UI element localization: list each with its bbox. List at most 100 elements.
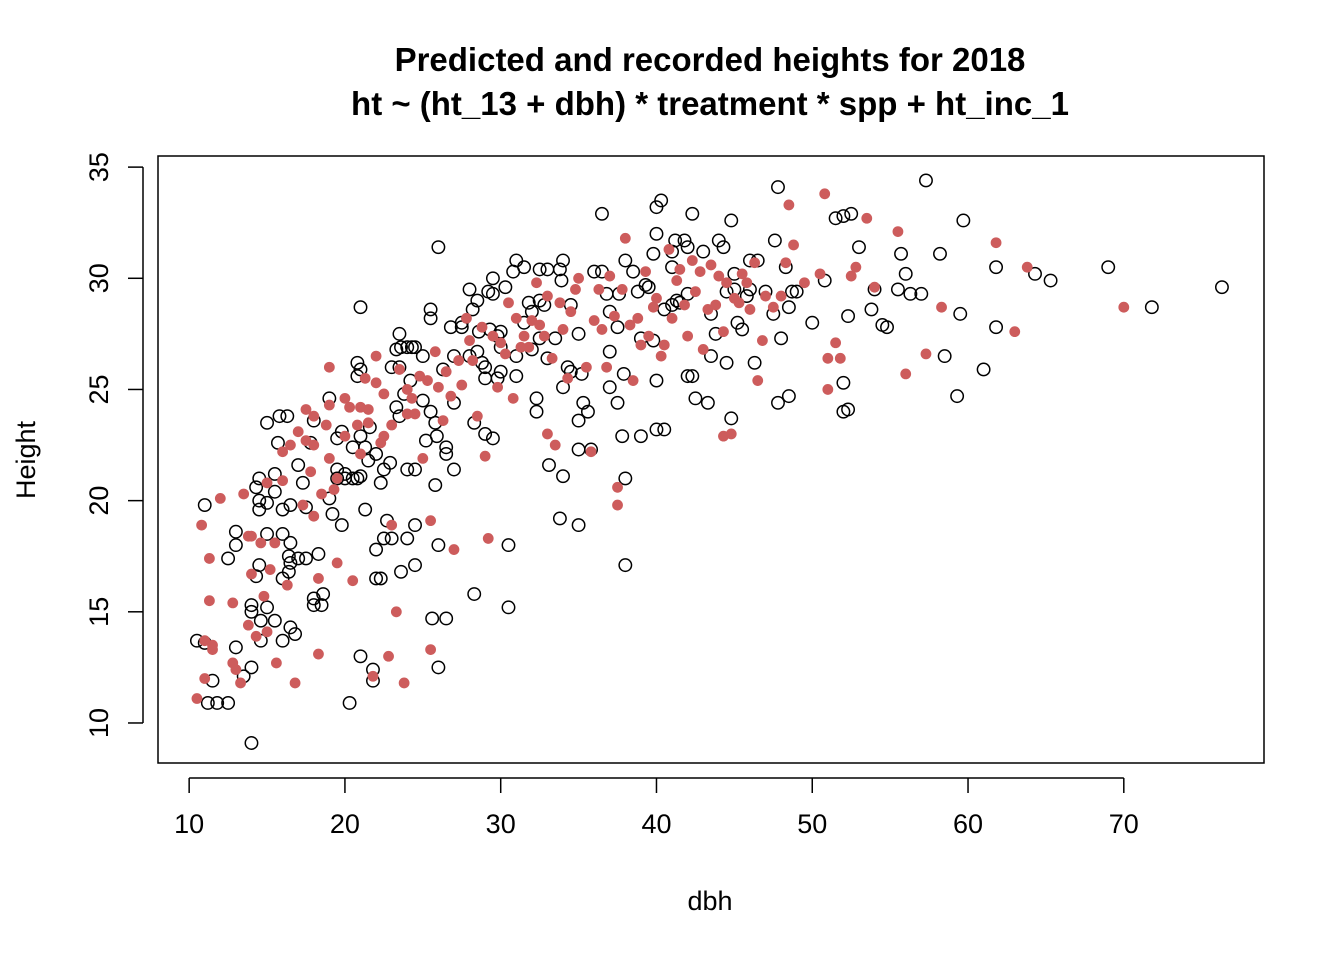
predicted-point [347,575,359,587]
recorded-point [552,511,567,526]
predicted-point [292,426,304,438]
recorded-point [369,542,384,557]
y-tick-label: 10 [84,708,114,738]
predicted-point [619,232,631,244]
recorded-point [462,282,477,297]
predicted-point [320,419,332,431]
predicted-point [406,392,418,404]
recorded-point [350,355,365,370]
predicted-point [386,419,398,431]
predicted-point [331,472,343,484]
recorded-point [311,547,326,561]
predicted-point [499,348,511,360]
predicted-point [289,677,301,689]
predicted-point [920,348,932,360]
predicted-point [316,488,327,500]
predicted-point [255,537,267,549]
chart-subtitle: ht ~ (ht_13 + dbh) * treatment * spp + h… [351,85,1069,122]
predicted-point [523,341,535,353]
predicted-point [230,664,242,676]
recorded-point [244,604,259,619]
recorded-point [953,306,968,321]
recorded-point [253,613,268,628]
recorded-point [571,326,586,341]
predicted-point [655,350,667,362]
predicted-point [635,339,647,351]
predicted-point [492,381,503,393]
recorded-point [646,246,661,261]
recorded-point [587,264,602,279]
predicted-point [437,415,449,426]
predicted-point [351,419,363,431]
predicted-point [830,337,842,349]
predicted-point [767,301,779,313]
recorded-point [556,469,570,484]
recorded-point [383,455,398,470]
predicted-point [355,448,366,460]
recorded-point [532,262,547,277]
predicted-point [518,330,530,342]
predicted-point [370,377,382,389]
recorded-point [724,411,739,426]
y-axis: 10 15 20 25 30 35 [84,152,144,738]
recorded-point [267,613,282,628]
predicted-point [344,401,356,413]
predicted-point [663,243,675,255]
recorded-point [373,571,388,586]
predicted-point [705,259,717,271]
predicted-point [775,290,787,302]
recorded-point [509,369,524,384]
predicted-point [1118,301,1130,313]
recorded-point [805,315,820,330]
predicted-point [495,337,507,349]
y-tick-label: 25 [84,374,114,404]
predicted-point [666,312,678,324]
predicted-point [780,257,792,269]
recorded-point [428,478,443,493]
recorded-point [1028,266,1042,281]
predicted-point [1021,261,1033,273]
predicted-point [362,417,374,429]
recorded-point [334,518,349,533]
recorded-point [228,538,243,553]
recorded-point [989,260,1004,275]
recorded-point [956,213,971,228]
predicted-point [534,319,546,331]
recorded-point [260,415,274,430]
recorded-point [249,480,264,495]
predicted-point [331,557,343,569]
predicted-point [814,268,826,280]
predicted-point [1009,326,1021,338]
recorded-point [275,633,290,648]
predicted-point [721,277,732,289]
recorded-point [688,391,703,406]
recorded-point [325,507,340,521]
recorded-point [439,446,454,461]
predicted-point [694,266,706,278]
predicted-point [464,335,475,346]
predicted-point [479,450,491,462]
recorded-point [439,611,454,626]
predicted-point [616,284,628,295]
predicted-point [546,352,558,364]
recorded-point [610,395,625,410]
recorded-point [260,495,274,510]
predicted-point [682,330,694,342]
predicted-point [510,312,522,324]
recorded-point [408,558,422,573]
recorded-point [677,233,692,248]
recorded-point [252,493,267,508]
recorded-point [580,404,595,419]
recorded-point [478,426,493,441]
recorded-point [700,395,715,410]
predicted-point [686,255,698,266]
recorded-point [785,284,799,299]
recorded-point [571,413,586,428]
recorded-point [903,286,918,301]
predicted-point [285,439,296,451]
predicted-point [386,519,398,531]
predicted-point [323,399,335,411]
recorded-point [781,300,796,315]
